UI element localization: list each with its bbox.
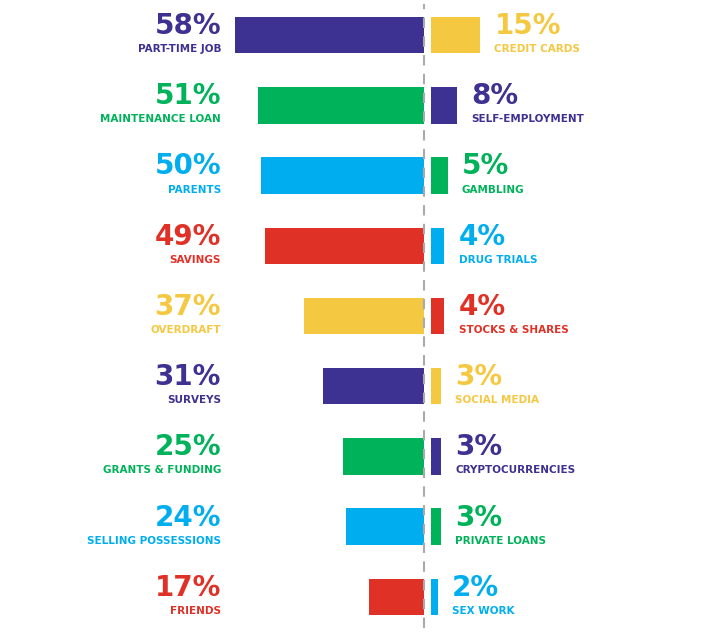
Text: 17%: 17% bbox=[155, 574, 221, 602]
Text: 58%: 58% bbox=[155, 12, 221, 40]
Text: PARENTS: PARENTS bbox=[168, 185, 221, 195]
FancyBboxPatch shape bbox=[304, 298, 424, 334]
FancyBboxPatch shape bbox=[262, 157, 424, 194]
FancyBboxPatch shape bbox=[346, 508, 424, 545]
Text: SEX WORK: SEX WORK bbox=[452, 606, 515, 616]
Text: GRANTS & FUNDING: GRANTS & FUNDING bbox=[103, 466, 221, 475]
Text: 4%: 4% bbox=[458, 293, 506, 321]
Text: PRIVATE LOANS: PRIVATE LOANS bbox=[456, 536, 546, 545]
FancyBboxPatch shape bbox=[369, 579, 424, 615]
Text: 2%: 2% bbox=[452, 574, 499, 602]
FancyBboxPatch shape bbox=[343, 438, 424, 475]
Text: DRUG TRIALS: DRUG TRIALS bbox=[458, 255, 537, 265]
Text: 25%: 25% bbox=[155, 434, 221, 461]
Text: OVERDRAFT: OVERDRAFT bbox=[150, 325, 221, 335]
FancyBboxPatch shape bbox=[431, 438, 441, 475]
Text: 8%: 8% bbox=[472, 82, 519, 110]
Text: CRYPTOCURRENCIES: CRYPTOCURRENCIES bbox=[456, 466, 575, 475]
Text: SELLING POSSESSIONS: SELLING POSSESSIONS bbox=[87, 536, 221, 545]
Text: SAVINGS: SAVINGS bbox=[170, 255, 221, 265]
Text: 3%: 3% bbox=[456, 504, 503, 532]
Text: 51%: 51% bbox=[155, 82, 221, 110]
Text: 4%: 4% bbox=[458, 222, 506, 251]
Text: 3%: 3% bbox=[456, 434, 503, 461]
Text: 37%: 37% bbox=[155, 293, 221, 321]
FancyBboxPatch shape bbox=[323, 368, 424, 404]
Text: 49%: 49% bbox=[155, 222, 221, 251]
FancyBboxPatch shape bbox=[431, 508, 441, 545]
FancyBboxPatch shape bbox=[265, 228, 424, 264]
FancyBboxPatch shape bbox=[431, 228, 444, 264]
Text: 15%: 15% bbox=[495, 12, 561, 40]
Text: PART-TIME JOB: PART-TIME JOB bbox=[138, 44, 221, 54]
FancyBboxPatch shape bbox=[235, 17, 424, 53]
Text: GAMBLING: GAMBLING bbox=[462, 185, 525, 195]
Text: 24%: 24% bbox=[155, 504, 221, 532]
FancyBboxPatch shape bbox=[431, 368, 441, 404]
FancyBboxPatch shape bbox=[431, 579, 438, 615]
FancyBboxPatch shape bbox=[431, 87, 458, 124]
Text: 31%: 31% bbox=[155, 363, 221, 391]
Text: SOCIAL MEDIA: SOCIAL MEDIA bbox=[456, 395, 540, 405]
Text: CREDIT CARDS: CREDIT CARDS bbox=[495, 44, 580, 54]
Text: 50%: 50% bbox=[155, 152, 221, 180]
Text: 5%: 5% bbox=[462, 152, 509, 180]
Text: STOCKS & SHARES: STOCKS & SHARES bbox=[458, 325, 568, 335]
FancyBboxPatch shape bbox=[431, 17, 481, 53]
FancyBboxPatch shape bbox=[258, 87, 424, 124]
Text: SURVEYS: SURVEYS bbox=[167, 395, 221, 405]
Text: SELF-EMPLOYMENT: SELF-EMPLOYMENT bbox=[472, 114, 585, 125]
Text: FRIENDS: FRIENDS bbox=[170, 606, 221, 616]
FancyBboxPatch shape bbox=[431, 157, 448, 194]
Text: MAINTENANCE LOAN: MAINTENANCE LOAN bbox=[101, 114, 221, 125]
FancyBboxPatch shape bbox=[431, 298, 444, 334]
Text: 3%: 3% bbox=[456, 363, 503, 391]
